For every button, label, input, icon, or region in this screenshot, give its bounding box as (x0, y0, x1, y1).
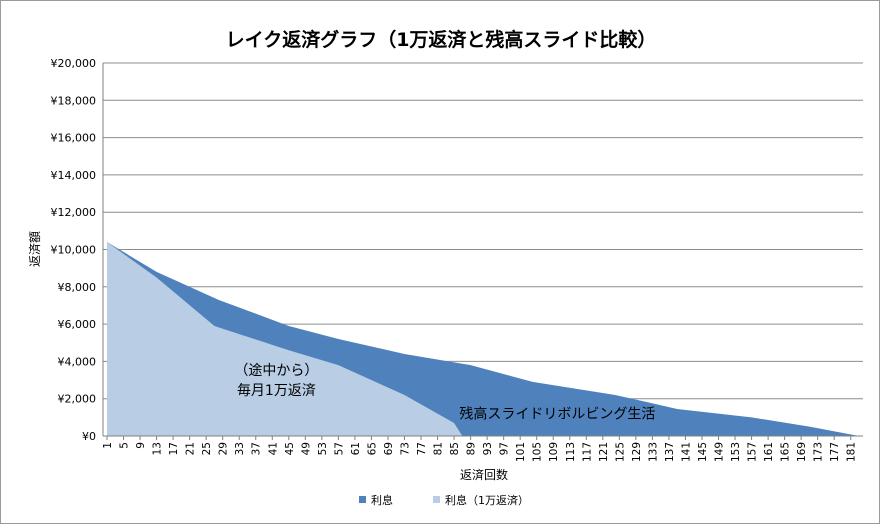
annotation-text: 毎月1万返済 (237, 383, 316, 399)
x-tick-label: 109 (548, 442, 560, 462)
y-tick-label: ¥12,000 (51, 206, 97, 219)
y-tick-label: ¥20,000 (51, 57, 97, 70)
annotation-text: （途中から） (234, 362, 318, 379)
x-tick-label: 113 (565, 442, 577, 462)
x-tick-label: 81 (433, 442, 445, 455)
y-tick-labels: ¥0 ¥2,000 ¥4,000 ¥6,000 ¥8,000 ¥10,000 ¥12,000… (51, 57, 97, 443)
y-axis-label: 返済額 (27, 231, 42, 267)
y-tick-label: ¥14,000 (51, 169, 97, 182)
x-tick-label: 137 (664, 442, 676, 462)
x-tick-label: 93 (482, 442, 494, 455)
x-tick-label: 17 (168, 442, 180, 455)
y-tick-label: ¥6,000 (58, 318, 97, 331)
x-tick-label: 33 (234, 442, 246, 455)
legend-label: 利息（1万返済） (445, 493, 529, 507)
x-tick-label: 89 (466, 442, 478, 455)
x-tick-label: 133 (647, 442, 659, 462)
y-tick-label: ¥0 (82, 430, 96, 443)
legend-label: 利息 (371, 493, 393, 507)
x-tick-label: 77 (416, 442, 428, 455)
x-tick-label: 165 (780, 442, 792, 462)
x-tick-label: 157 (747, 442, 759, 462)
x-tick-label: 37 (251, 442, 263, 455)
x-tick-label: 21 (185, 442, 197, 455)
plot-areas (107, 242, 859, 436)
x-tick-label: 181 (846, 442, 858, 462)
x-tick-label: 97 (499, 442, 511, 455)
x-tick-label: 161 (763, 442, 775, 462)
x-tick-labels: 1 5 9 13 17 21 25 29 33 37 41 45 49 53 57 61 65 69 73 77 81 8… (102, 442, 858, 462)
legend-swatch (433, 496, 440, 503)
x-tick-label: 13 (152, 442, 164, 455)
y-tick-label: ¥18,000 (51, 94, 97, 107)
x-tick-label: 1 (102, 442, 114, 449)
x-tick-label: 69 (383, 442, 395, 455)
y-tick-label: ¥4,000 (58, 355, 97, 368)
x-tick-label: 153 (730, 442, 742, 462)
x-tick-label: 117 (581, 442, 593, 462)
x-tick-label: 173 (813, 442, 825, 462)
y-tick-label: ¥16,000 (51, 132, 97, 145)
legend-swatch (359, 496, 366, 503)
axes (102, 63, 863, 440)
x-tick-label: 85 (449, 442, 461, 455)
x-tick-label: 29 (218, 442, 230, 455)
x-tick-label: 61 (350, 442, 362, 455)
x-tick-label: 73 (399, 442, 411, 455)
legend: 利息 利息（1万返済） (359, 493, 529, 507)
x-tick-label: 141 (680, 442, 692, 462)
x-tick-label: 169 (796, 442, 808, 462)
x-tick-label: 57 (333, 442, 345, 455)
y-tick-label: ¥8,000 (58, 281, 97, 294)
x-tick-label: 121 (598, 442, 610, 462)
y-tick-label: ¥2,000 (58, 393, 97, 406)
x-tick-label: 105 (532, 442, 544, 462)
chart-title: レイク返済グラフ（1万返済と残高スライド比較） (226, 28, 657, 51)
x-tick-label: 25 (201, 442, 213, 455)
x-tick-label: 101 (515, 442, 527, 462)
x-tick-label: 45 (284, 442, 296, 455)
x-tick-label: 53 (317, 442, 329, 455)
x-tick-label: 129 (631, 442, 643, 462)
x-axis-label: 返済回数 (460, 467, 508, 482)
x-tick-label: 145 (697, 442, 709, 462)
x-tick-label: 5 (119, 442, 131, 449)
x-tick-label: 177 (829, 442, 841, 462)
x-tick-label: 49 (300, 442, 312, 455)
x-tick-label: 65 (366, 442, 378, 455)
x-tick-label: 125 (614, 442, 626, 462)
x-tick-label: 41 (267, 442, 279, 455)
series-area-1 (107, 242, 463, 436)
annotation-text: 残高スライドリボルビング生活 (459, 406, 655, 423)
x-tick-label: 149 (714, 442, 726, 462)
x-tick-label: 9 (135, 442, 147, 449)
y-tick-label: ¥10,000 (51, 244, 97, 257)
